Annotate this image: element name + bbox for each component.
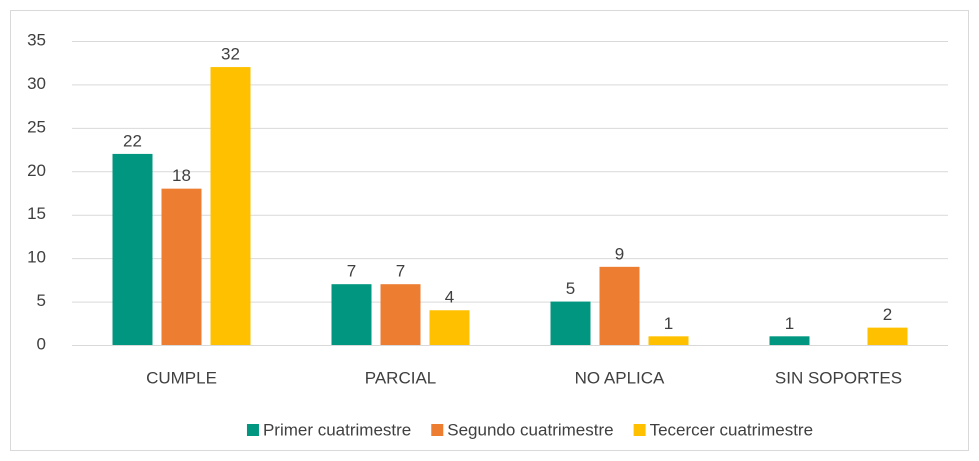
legend-label: Primer cuatrimestre xyxy=(263,420,411,439)
data-label: 2 xyxy=(883,305,892,324)
data-label: 9 xyxy=(615,244,624,263)
data-label: 1 xyxy=(664,314,673,333)
data-label: 7 xyxy=(347,262,356,281)
y-tick-label: 35 xyxy=(27,30,46,49)
y-tick-label: 5 xyxy=(37,291,46,310)
data-label: 4 xyxy=(445,288,454,307)
bar xyxy=(429,310,470,345)
x-tick-label: CUMPLE xyxy=(146,368,217,387)
bar xyxy=(112,153,153,345)
legend-swatch xyxy=(633,424,646,436)
y-tick-label: 30 xyxy=(27,74,46,93)
bar xyxy=(331,284,372,345)
data-label: 22 xyxy=(123,131,142,150)
y-tick-label: 25 xyxy=(27,117,46,136)
legend-swatch xyxy=(246,424,259,436)
bar xyxy=(550,301,591,345)
x-tick-label: PARCIAL xyxy=(365,368,437,387)
data-label: 32 xyxy=(221,45,240,64)
data-label: 5 xyxy=(566,279,575,298)
y-tick-label: 15 xyxy=(27,204,46,223)
legend-swatch xyxy=(431,424,444,436)
x-tick-label: NO APLICA xyxy=(575,368,665,387)
bar xyxy=(380,284,421,345)
legend-label: Tecercer cuatrimestre xyxy=(650,420,813,439)
data-label: 18 xyxy=(172,166,191,185)
data-label: 1 xyxy=(785,314,794,333)
bar xyxy=(210,67,251,346)
bar xyxy=(161,188,202,345)
bar xyxy=(648,336,689,345)
y-tick-label: 10 xyxy=(27,248,46,267)
legend-label: Segundo cuatrimestre xyxy=(447,420,613,439)
data-label: 7 xyxy=(396,262,405,281)
bar xyxy=(769,336,810,345)
x-tick-label: SIN SOPORTES xyxy=(775,368,902,387)
y-tick-label: 0 xyxy=(37,334,46,353)
bar xyxy=(867,327,908,345)
bar xyxy=(599,266,640,345)
y-tick-label: 20 xyxy=(27,161,46,180)
